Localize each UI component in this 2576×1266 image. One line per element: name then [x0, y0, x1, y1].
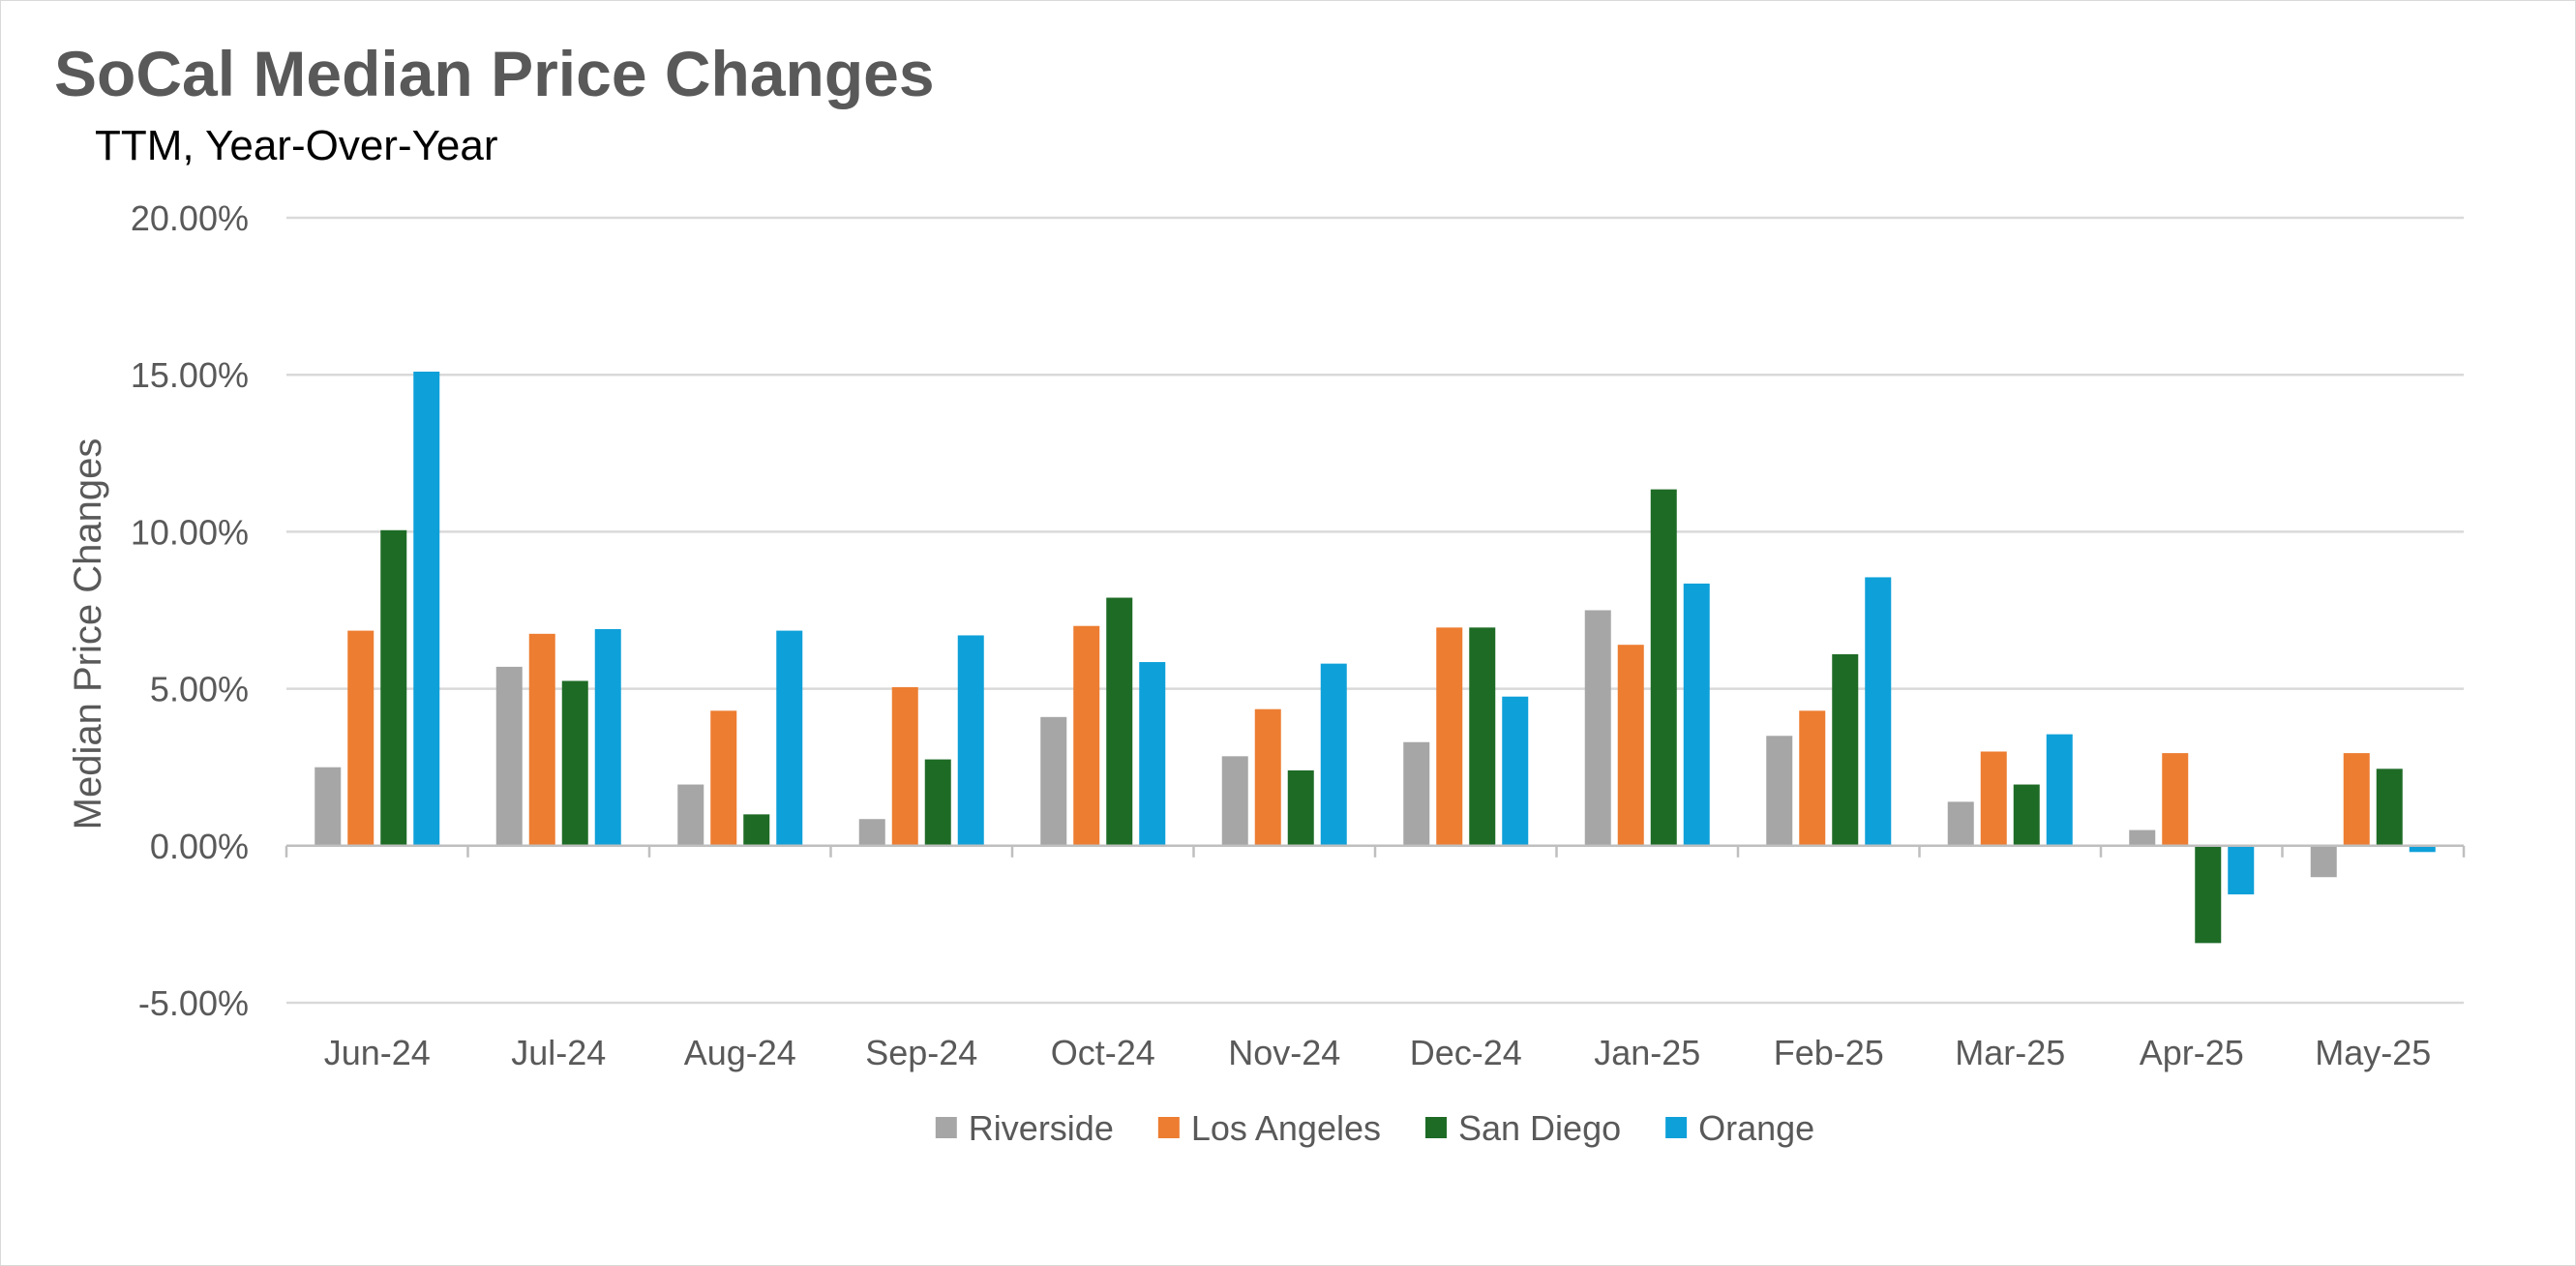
bar-san-diego: [1469, 627, 1496, 846]
legend-swatch-riverside: [935, 1117, 957, 1138]
bar-orange: [2228, 845, 2255, 895]
x-tick-label: Oct-24: [1051, 1033, 1155, 1072]
bar-los-angeles: [1617, 645, 1644, 846]
x-tick-label: May-25: [2315, 1033, 2431, 1072]
bar-riverside: [858, 819, 885, 846]
bar-orange: [957, 635, 984, 846]
bar-los-angeles: [1254, 708, 1281, 846]
bar-orange: [594, 628, 621, 846]
bar-san-diego: [743, 814, 770, 846]
bar-riverside: [1403, 741, 1430, 846]
y-tick-label: 5.00%: [150, 670, 249, 709]
legend-swatch-san-diego: [1425, 1117, 1447, 1138]
legend-label: Riverside: [969, 1108, 1114, 1148]
x-tick-label: Apr-25: [2140, 1033, 2244, 1072]
bar-riverside: [677, 784, 704, 846]
bar-san-diego: [1650, 489, 1677, 846]
x-tick-label: Jun-24: [324, 1033, 431, 1072]
bar-orange: [413, 371, 440, 846]
bar-san-diego: [924, 759, 951, 846]
bar-orange: [776, 630, 803, 846]
bar-san-diego: [2195, 845, 2222, 944]
x-tick-label: Jan-25: [1594, 1033, 1700, 1072]
bar-los-angeles: [891, 686, 918, 846]
bar-san-diego: [1832, 653, 1859, 846]
bar-los-angeles: [1980, 751, 2007, 846]
bar-san-diego: [380, 529, 407, 846]
x-tick-label: Mar-25: [1955, 1033, 2065, 1072]
bar-san-diego: [1106, 597, 1133, 846]
legend: Riverside Los Angeles San Diego Orange: [935, 1108, 1814, 1148]
x-tick-label: Jul-24: [511, 1033, 606, 1072]
bar-marks: [315, 371, 2436, 944]
bar-los-angeles: [1436, 627, 1463, 846]
gridlines: [286, 216, 2464, 1005]
bar-riverside: [1766, 736, 1793, 846]
bar-orange: [1502, 696, 1529, 846]
bar-riverside: [2129, 829, 2156, 846]
legend-swatch-orange: [1665, 1117, 1688, 1138]
bar-orange: [2409, 845, 2436, 853]
bar-los-angeles: [1799, 710, 1826, 846]
bar-riverside: [2310, 845, 2337, 878]
bar-riverside: [495, 666, 523, 846]
legend-label: Los Angeles: [1191, 1108, 1381, 1148]
bar-riverside: [315, 767, 342, 846]
y-tick-label: 10.00%: [131, 512, 249, 552]
bar-san-diego: [561, 680, 588, 846]
axes: -5.00% 0.00% 5.00% 10.00% 15.00% 20.00% Jun-24…: [131, 198, 2466, 1072]
bar-los-angeles: [710, 710, 737, 846]
bar-los-angeles: [347, 630, 374, 846]
y-tick-label: 15.00%: [131, 355, 249, 395]
x-tick-label: Dec-24: [1410, 1033, 1522, 1072]
bar-san-diego: [2376, 769, 2403, 846]
y-tick-label: 20.00%: [131, 198, 249, 238]
bar-orange: [1139, 662, 1166, 846]
legend-swatch-los-angeles: [1157, 1117, 1180, 1138]
legend-label: San Diego: [1458, 1108, 1621, 1148]
chart-title: SoCal Median Price Changes: [54, 38, 935, 109]
bar-orange: [1320, 663, 1347, 846]
chart-subtitle: TTM, Year-Over-Year: [95, 122, 498, 169]
bar-orange: [1865, 577, 1892, 846]
bar-san-diego: [1287, 769, 1314, 846]
bar-riverside: [1040, 716, 1067, 846]
x-tick-label: Feb-25: [1774, 1033, 1884, 1072]
bar-orange: [2046, 734, 2073, 846]
bar-los-angeles: [1073, 625, 1100, 846]
y-tick-label: 0.00%: [150, 827, 249, 866]
bar-riverside: [1584, 610, 1611, 846]
bar-los-angeles: [2343, 753, 2370, 846]
y-axis-title: Median Price Changes: [67, 438, 109, 830]
y-tick-label: -5.00%: [138, 983, 249, 1023]
bar-riverside: [1221, 756, 1248, 846]
bar-los-angeles: [2162, 753, 2189, 846]
x-tick-label: Sep-24: [865, 1033, 977, 1072]
legend-label: Orange: [1698, 1108, 1814, 1148]
bar-san-diego: [2013, 784, 2040, 846]
bar-orange: [1683, 583, 1710, 846]
bar-los-angeles: [528, 633, 555, 846]
x-tick-label: Nov-24: [1228, 1033, 1340, 1072]
x-tick-label: Aug-24: [684, 1033, 796, 1072]
bar-riverside: [1947, 801, 1974, 846]
